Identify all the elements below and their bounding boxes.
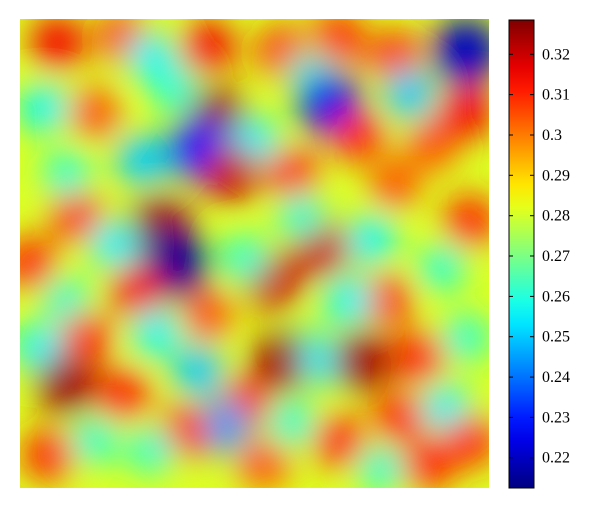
heatmap-spot (444, 415, 489, 467)
colorbar-tick-label: 0.25 (542, 329, 570, 346)
heatmap-spot (131, 308, 181, 358)
colorbar-ticks: 0.22 0.23 0.24 0.25 0.26 0.27 0.28 0.29 0.3 0.31 0… (509, 46, 570, 467)
heatmap-spot (268, 399, 316, 446)
heatmap-spot (116, 133, 168, 186)
heatmap-spot (128, 427, 175, 474)
heatmap-plot-area (20, 19, 489, 488)
heatmap-spot (180, 19, 235, 75)
colorbar (508, 19, 535, 489)
heatmap-spot (392, 330, 445, 383)
heatmap-spot (431, 19, 489, 86)
heatmap-spot (408, 121, 458, 171)
colorbar-tick-label: 0.31 (542, 87, 570, 104)
heatmap-spot (347, 214, 397, 264)
heatmap-spot (22, 429, 74, 482)
heatmap-spot (278, 192, 325, 240)
heatmap-spot (20, 237, 56, 289)
heatmap-spot (357, 446, 405, 488)
colorbar-tick-label: 0.29 (542, 167, 570, 184)
heatmap-spot (30, 19, 85, 70)
heatmap-spot (402, 438, 454, 488)
colorbar-tick-label: 0.3 (542, 127, 562, 144)
heatmap-spot (43, 150, 91, 197)
heatmap-spot (126, 32, 176, 81)
heatmap-spot (37, 355, 97, 415)
heatmap-spot (313, 19, 365, 64)
heatmap-spot (221, 235, 269, 282)
colorbar-tick-label: 0.24 (542, 369, 570, 386)
heatmap-spot (89, 219, 139, 269)
heatmap-spot (183, 290, 233, 339)
heatmap-spot (313, 415, 365, 467)
heatmap-spot (43, 277, 91, 324)
heatmap-spot (20, 83, 68, 133)
colorbar-tick-label: 0.28 (542, 208, 570, 225)
heatmap-spot (97, 368, 149, 421)
heatmap-spot (266, 148, 318, 200)
colorbar-tick-label: 0.26 (542, 288, 570, 305)
heatmap-spot (332, 331, 393, 392)
colorbar-tick-label: 0.23 (542, 409, 570, 426)
heatmap-spot (50, 190, 103, 242)
heatmap-spot (71, 417, 119, 465)
heatmap-spot (442, 314, 489, 362)
colorbar-tick-label: 0.32 (542, 46, 570, 63)
heatmap-spot (444, 194, 489, 247)
heatmap-spot (331, 110, 384, 163)
heatmap-spot (418, 244, 466, 291)
colorbar-tick-label: 0.22 (542, 450, 570, 467)
heatmap-spot (239, 440, 289, 488)
heatmap-spot (110, 263, 165, 319)
heatmap-spot (202, 145, 260, 203)
heatmap-spot (172, 345, 224, 397)
heatmap-spot (323, 275, 373, 325)
heatmap-spot (383, 68, 436, 120)
heatmap-spot (59, 312, 112, 364)
heatmap-spot (374, 391, 426, 444)
colorbar-tick-label: 0.27 (542, 248, 570, 265)
heatmap-spot (70, 88, 120, 138)
heatmap-field (20, 19, 489, 488)
heatmap-spot (360, 274, 412, 327)
heatmap-spot (438, 85, 489, 140)
heatmap-spot (370, 158, 420, 208)
heatmap-spot (252, 331, 313, 392)
